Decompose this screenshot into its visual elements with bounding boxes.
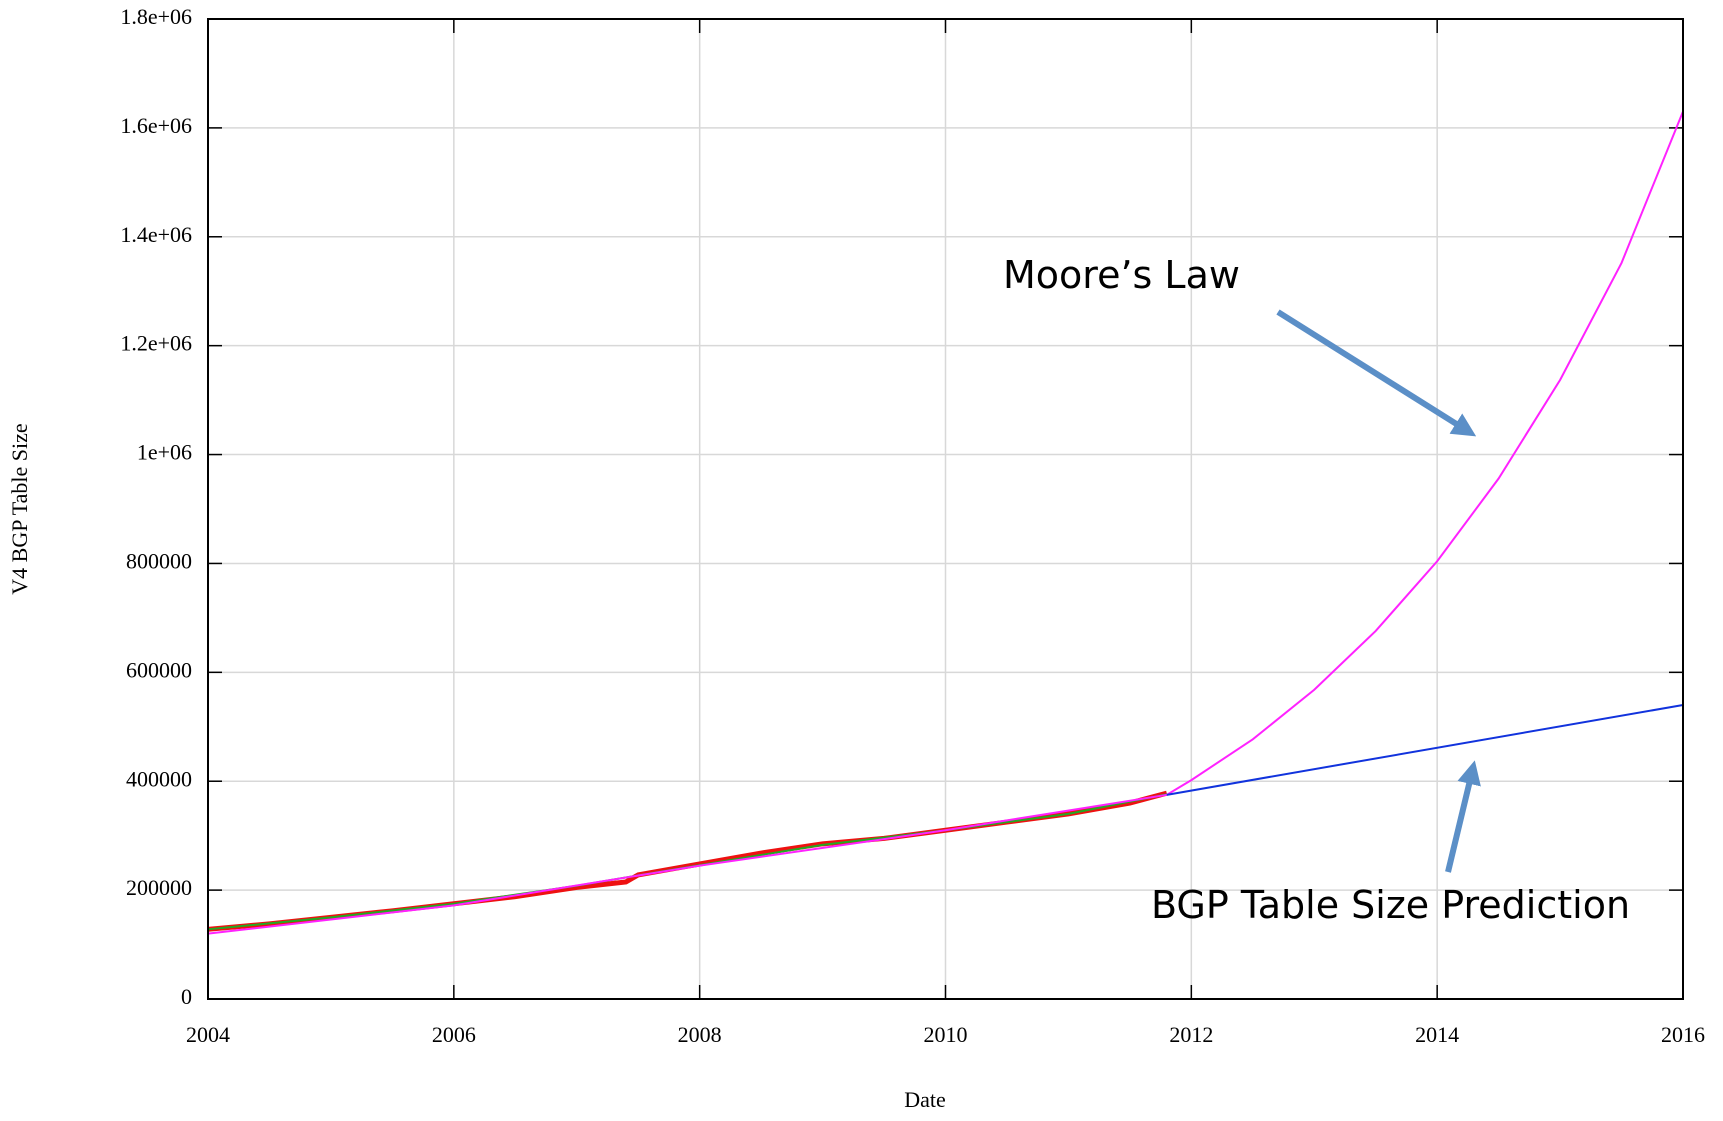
- y-tick-label: 400000: [126, 766, 192, 791]
- y-tick-label: 1.6e+06: [120, 113, 192, 138]
- line-series: [207, 793, 1167, 931]
- y-tick-label: 1.4e+06: [120, 222, 192, 247]
- x-tick-label: 2010: [924, 1022, 968, 1047]
- y-tick-label: 800000: [126, 548, 192, 573]
- x-tick-label: 2004: [186, 1022, 230, 1047]
- y-tick-label: 1.2e+06: [120, 331, 192, 356]
- x-tick-label: 2016: [1661, 1022, 1705, 1047]
- arrow: [1445, 760, 1481, 873]
- annotation: Moore’s Law: [1003, 253, 1240, 297]
- y-tick-label: 1e+06: [137, 440, 192, 465]
- x-tick-label: 2008: [678, 1022, 722, 1047]
- x-tick-label: 2006: [432, 1022, 476, 1047]
- line-series: [207, 790, 1168, 932]
- line-series: [1166, 704, 1684, 796]
- arrow: [1276, 309, 1477, 437]
- plot-area: 0 200000 400000 600000 800000 1e+06 1.2e+06 1.4…: [120, 4, 1705, 1047]
- x-tick-label: 2012: [1169, 1022, 1213, 1047]
- plot-frame: [207, 18, 1684, 1000]
- annotation: BGP Table Size Prediction: [1151, 883, 1630, 927]
- y-tick-label: 200000: [126, 875, 192, 900]
- y-tick-label: 1.8e+06: [120, 4, 192, 29]
- y-axis-label: V4 BGP Table Size: [7, 423, 32, 594]
- y-tick-label: 600000: [126, 657, 192, 682]
- y-tick-label: 0: [181, 984, 192, 1009]
- x-axis-label: Date: [904, 1087, 946, 1112]
- line-series: [207, 111, 1684, 935]
- x-tick-label: 2014: [1415, 1022, 1459, 1047]
